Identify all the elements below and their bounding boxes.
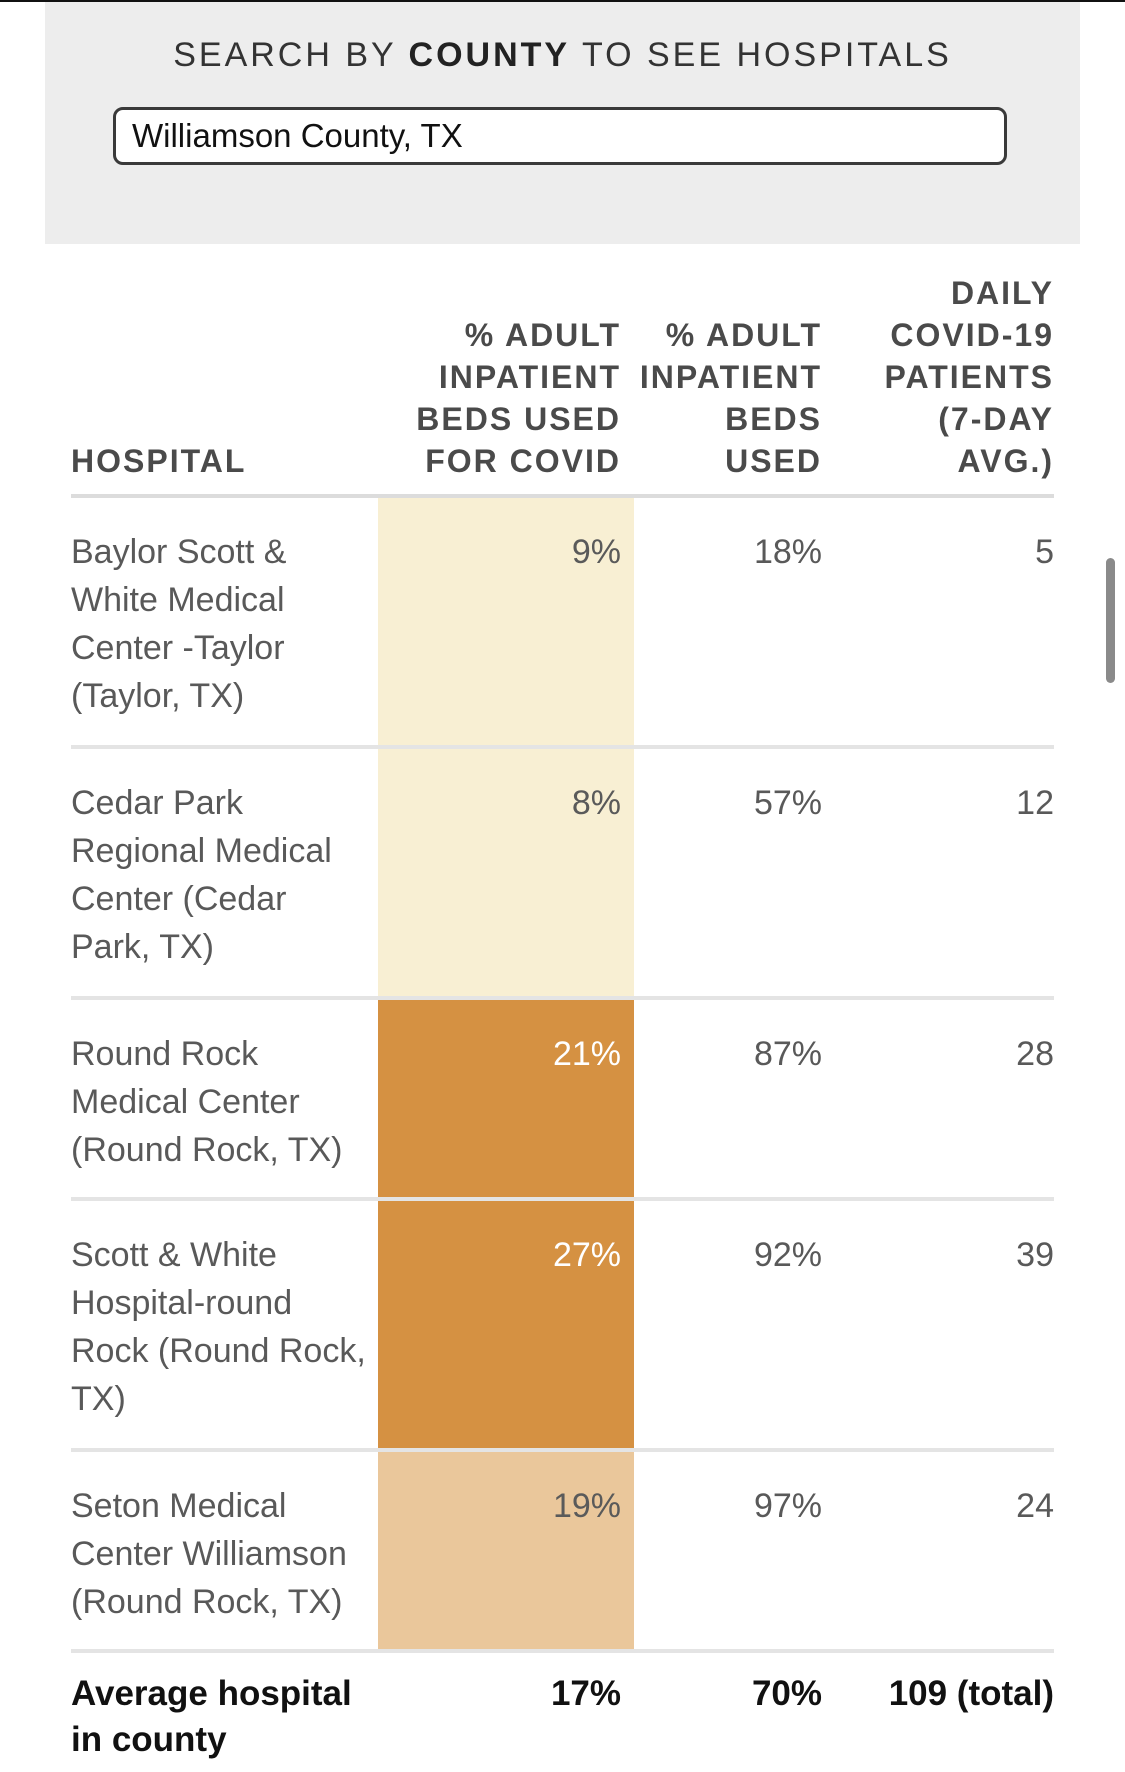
header-daily-patients: DAILY COVID-19 PATIENTS (7-DAY AVG.) <box>835 272 1054 498</box>
daily-patients-cell: 39 <box>835 1199 1054 1452</box>
average-label: Average hospital in county <box>71 1674 352 1759</box>
pct-covid-cell: 9% <box>378 496 634 749</box>
header-pct-used: % ADULT INPATIENT BEDS USED <box>634 272 835 498</box>
hospital-name: Scott & White Hospital-round Rock (Round… <box>71 1199 378 1452</box>
top-border <box>0 0 1125 2</box>
hospital-table: HOSPITAL % ADULT INPATIENT BEDS USED FOR… <box>71 272 1054 1763</box>
county-search-panel: SEARCH BY COUNTY TO SEE HOSPITALS <box>45 2 1080 244</box>
daily-patients-cell: 28 <box>835 998 1054 1201</box>
pct-covid-cell: 19% <box>378 1450 634 1653</box>
hospital-name: Seton Medical Center Williamson (Round R… <box>71 1450 378 1653</box>
hospital-name: Baylor Scott & White Medical Center -Tay… <box>71 496 378 749</box>
pct-covid-cell: 21% <box>378 998 634 1201</box>
average-pct-covid: 17% <box>550 1674 621 1713</box>
table-row: Seton Medical Center Williamson (Round R… <box>71 1450 1054 1653</box>
pct-used-cell: 97% <box>634 1450 835 1653</box>
table-header-row: HOSPITAL % ADULT INPATIENT BEDS USED FOR… <box>71 272 1054 498</box>
pct-used-cell: 87% <box>634 998 835 1201</box>
pct-used-cell: 18% <box>634 496 835 749</box>
hospital-name: Cedar Park Regional Medical Center (Ceda… <box>71 747 378 1000</box>
pct-used-cell: 57% <box>634 747 835 1000</box>
table-row: Round Rock Medical Center (Round Rock, T… <box>71 998 1054 1201</box>
table-footer-row: Average hospital in county 17% 70% 109 (… <box>71 1651 1054 1763</box>
table-row: Scott & White Hospital-round Rock (Round… <box>71 1199 1054 1452</box>
header-hospital: HOSPITAL <box>71 272 378 498</box>
daily-patients-cell: 24 <box>835 1450 1054 1653</box>
table-row: Cedar Park Regional Medical Center (Ceda… <box>71 747 1054 1000</box>
average-pct-used: 70% <box>751 1674 822 1713</box>
pct-covid-cell: 8% <box>378 747 634 1000</box>
scrollbar-thumb[interactable] <box>1106 558 1115 683</box>
total-daily-patients: 109 (total) <box>888 1674 1054 1713</box>
header-pct-covid: % ADULT INPATIENT BEDS USED FOR COVID <box>378 272 634 498</box>
pct-used-cell: 92% <box>634 1199 835 1452</box>
hospital-name: Round Rock Medical Center (Round Rock, T… <box>71 998 378 1201</box>
daily-patients-cell: 12 <box>835 747 1054 1000</box>
pct-covid-cell: 27% <box>378 1199 634 1452</box>
daily-patients-cell: 5 <box>835 496 1054 749</box>
search-heading: SEARCH BY COUNTY TO SEE HOSPITALS <box>173 36 952 74</box>
table-row: Baylor Scott & White Medical Center -Tay… <box>71 496 1054 749</box>
county-search-input[interactable] <box>113 107 1007 165</box>
